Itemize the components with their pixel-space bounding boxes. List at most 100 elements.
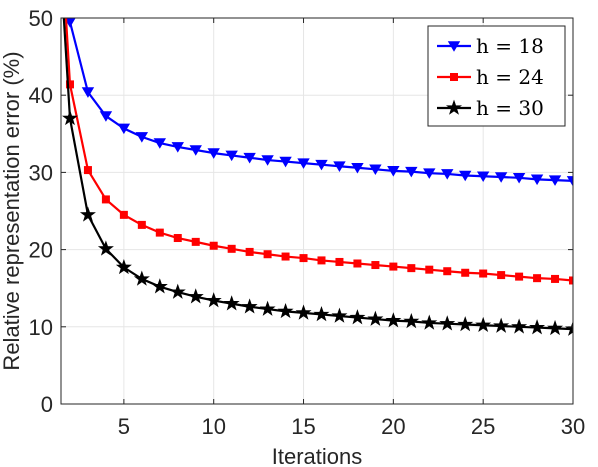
data-point	[351, 162, 364, 174]
data-point	[133, 270, 150, 286]
legend-label: h = 18	[476, 34, 544, 58]
x-tick-label: 5	[118, 414, 130, 439]
legend-label: h = 24	[476, 65, 544, 89]
data-point	[295, 304, 312, 320]
data-point	[135, 132, 149, 143]
data-point	[335, 257, 344, 266]
data-point	[476, 171, 490, 182]
data-point	[511, 318, 528, 334]
series-h-18	[64, 18, 573, 187]
data-point	[566, 176, 573, 187]
data-point	[277, 302, 294, 319]
data-point	[497, 271, 506, 280]
data-point	[565, 320, 573, 336]
legend-item: h = 30	[437, 96, 544, 120]
data-point	[65, 80, 74, 89]
data-point	[261, 155, 274, 166]
data-point	[79, 206, 96, 222]
data-point	[569, 276, 573, 285]
data-point	[115, 258, 132, 275]
data-point	[83, 166, 92, 175]
series-layer	[61, 18, 573, 336]
data-point	[443, 267, 452, 276]
data-point	[494, 172, 508, 183]
data-point	[441, 169, 454, 180]
data-point	[299, 254, 308, 263]
axis-ticks: 5 10 15 20 25 30 0 10 20 30 40 50	[29, 6, 586, 439]
data-point	[371, 261, 380, 270]
data-point	[547, 319, 564, 336]
data-point	[333, 161, 346, 172]
data-point	[475, 316, 492, 333]
data-point	[151, 278, 168, 294]
legend-item: h = 18	[437, 34, 544, 58]
data-point	[191, 237, 200, 246]
y-tick-label: 0	[41, 392, 53, 417]
data-point	[349, 309, 366, 325]
data-point	[173, 234, 182, 243]
data-point	[279, 156, 292, 168]
y-tick-label: 50	[29, 6, 53, 31]
data-point	[385, 312, 402, 328]
data-point	[263, 250, 272, 259]
data-point	[97, 240, 114, 256]
y-tick-label: 10	[29, 315, 53, 340]
data-point	[245, 247, 254, 256]
data-point	[387, 166, 400, 177]
data-point	[425, 265, 434, 274]
data-point	[81, 87, 95, 98]
data-point	[459, 170, 472, 182]
data-point	[317, 256, 326, 265]
data-point	[223, 295, 240, 311]
data-point	[353, 259, 362, 268]
data-point	[446, 99, 462, 115]
data-point	[457, 316, 474, 332]
plot-frame	[60, 17, 574, 405]
data-point	[529, 319, 546, 335]
data-point	[99, 111, 113, 122]
y-tick-label: 40	[29, 83, 53, 108]
data-point	[187, 288, 204, 304]
series-h-24	[64, 18, 573, 285]
data-point	[155, 228, 164, 237]
y-axis-label: Relative representation error (%)	[0, 51, 24, 370]
data-point	[331, 307, 348, 323]
data-point	[207, 148, 220, 159]
data-point	[209, 241, 218, 250]
data-point	[225, 150, 238, 162]
data-point	[171, 142, 184, 153]
data-point	[389, 262, 398, 271]
legend-label: h = 30	[476, 96, 544, 120]
data-point	[479, 269, 488, 278]
data-point	[315, 159, 328, 171]
y-tick-label: 20	[29, 238, 53, 263]
legend: h = 18 h = 24 h = 30	[427, 25, 566, 127]
data-point	[189, 145, 202, 156]
data-point	[281, 252, 290, 261]
data-point	[449, 73, 458, 82]
data-point	[421, 314, 438, 330]
x-tick-label: 20	[381, 414, 405, 439]
data-point	[259, 300, 276, 316]
data-point	[369, 164, 382, 176]
data-point	[227, 244, 236, 253]
data-point	[548, 175, 562, 186]
data-point	[101, 195, 110, 204]
data-point	[61, 109, 78, 126]
data-point	[439, 315, 456, 331]
data-point	[533, 274, 542, 283]
data-point	[405, 166, 418, 178]
x-tick-label: 25	[471, 414, 495, 439]
data-point	[403, 312, 420, 329]
data-point	[367, 310, 384, 326]
legend-item: h = 24	[437, 65, 544, 89]
series-h-30	[61, 18, 573, 336]
x-axis-label: Iterations	[272, 444, 363, 467]
x-tick-label: 15	[291, 414, 315, 439]
data-point	[153, 138, 167, 149]
data-point	[515, 272, 524, 281]
data-point	[551, 274, 560, 283]
data-point	[243, 152, 256, 164]
data-point	[137, 220, 146, 229]
